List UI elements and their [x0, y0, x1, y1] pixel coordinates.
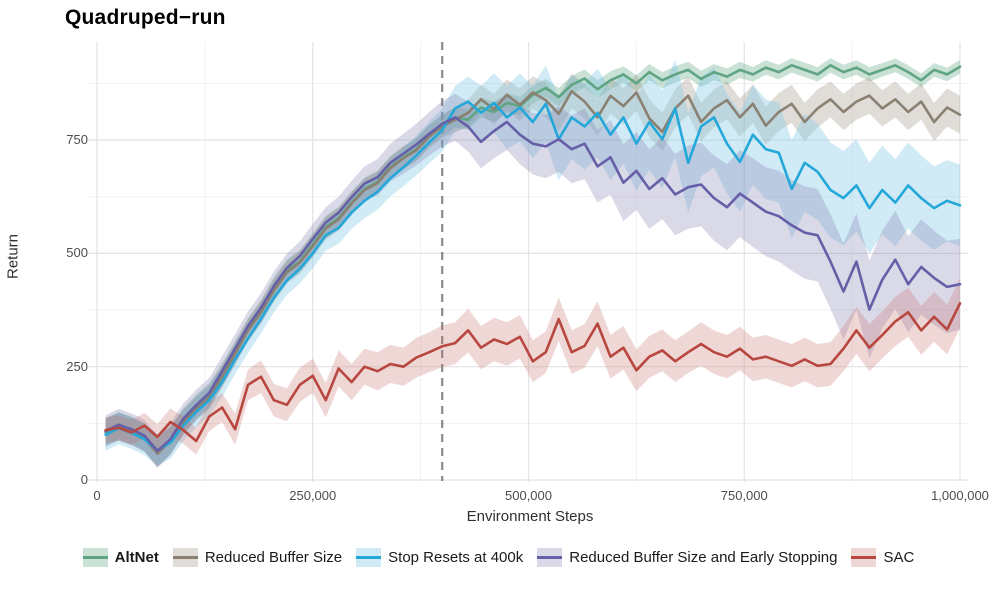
x-tick-label: 1,000,000: [931, 488, 989, 503]
legend-label-stop-resets-400k: Stop Resets at 400k: [388, 549, 524, 566]
confidence-band-stop-resets-400k: [105, 59, 961, 467]
legend-label-reduced-buffer-size: Reduced Buffer Size: [204, 549, 343, 566]
legend-key-swatch-reduced-buffer-size: [172, 548, 198, 567]
y-tick-label: 750: [66, 132, 88, 148]
confidence-band-reduced-buffer-size: [105, 73, 961, 469]
y-tick-label: 500: [66, 245, 88, 261]
legend-key-line-reduced-buffer-size: [172, 556, 198, 559]
legend-key-swatch-sac: [851, 548, 877, 567]
legend-key-line-stop-resets-400k: [356, 556, 382, 559]
legend-key-swatch-stop-resets-400k: [356, 548, 382, 567]
y-axis-title: Return: [4, 233, 22, 280]
series-line-sac: [104, 301, 962, 443]
legend-item-reduced-buffer-size: Reduced Buffer Size: [172, 548, 343, 567]
x-tick-label: 0: [93, 488, 101, 503]
legend: AltNet Reduced Buffer Size Stop Resets at …: [0, 548, 997, 567]
legend-item-sac: SAC: [851, 548, 914, 567]
series-line-rbs-early-stopping: [104, 116, 962, 453]
legend-item-altnet: AltNet: [82, 548, 159, 567]
x-tick-label: 250,000: [289, 488, 337, 503]
legend-key-swatch-rbs-early-stopping: [537, 548, 563, 567]
confidence-band-sac: [105, 278, 961, 455]
confidence-band-rbs-early-stopping: [105, 93, 961, 467]
legend-key-line-altnet: [82, 556, 108, 559]
legend-key-line-rbs-early-stopping: [537, 556, 563, 559]
x-tick-label: 500,000: [505, 488, 552, 503]
chart-title: Quadruped−run: [65, 6, 226, 29]
legend-label-altnet: AltNet: [114, 549, 159, 566]
y-tick-label: 0: [80, 472, 88, 487]
series-line-stop-resets-400k: [104, 100, 962, 452]
x-axis-title: Environment Steps: [466, 508, 594, 525]
legend-item-rbs-early-stopping: Reduced Buffer Size and Early Stopping: [537, 548, 837, 567]
legend-key-line-sac: [851, 556, 877, 559]
legend-label-sac: SAC: [883, 549, 915, 566]
x-tick-label: 750,000: [720, 488, 768, 503]
series-line-reduced-buffer-size: [104, 89, 962, 456]
legend-key-swatch-altnet: [82, 548, 108, 567]
legend-label-rbs-early-stopping: Reduced Buffer Size and Early Stopping: [569, 549, 838, 566]
y-tick-label: 250: [66, 358, 88, 374]
legend-item-stop-resets-400k: Stop Resets at 400k: [356, 548, 523, 567]
